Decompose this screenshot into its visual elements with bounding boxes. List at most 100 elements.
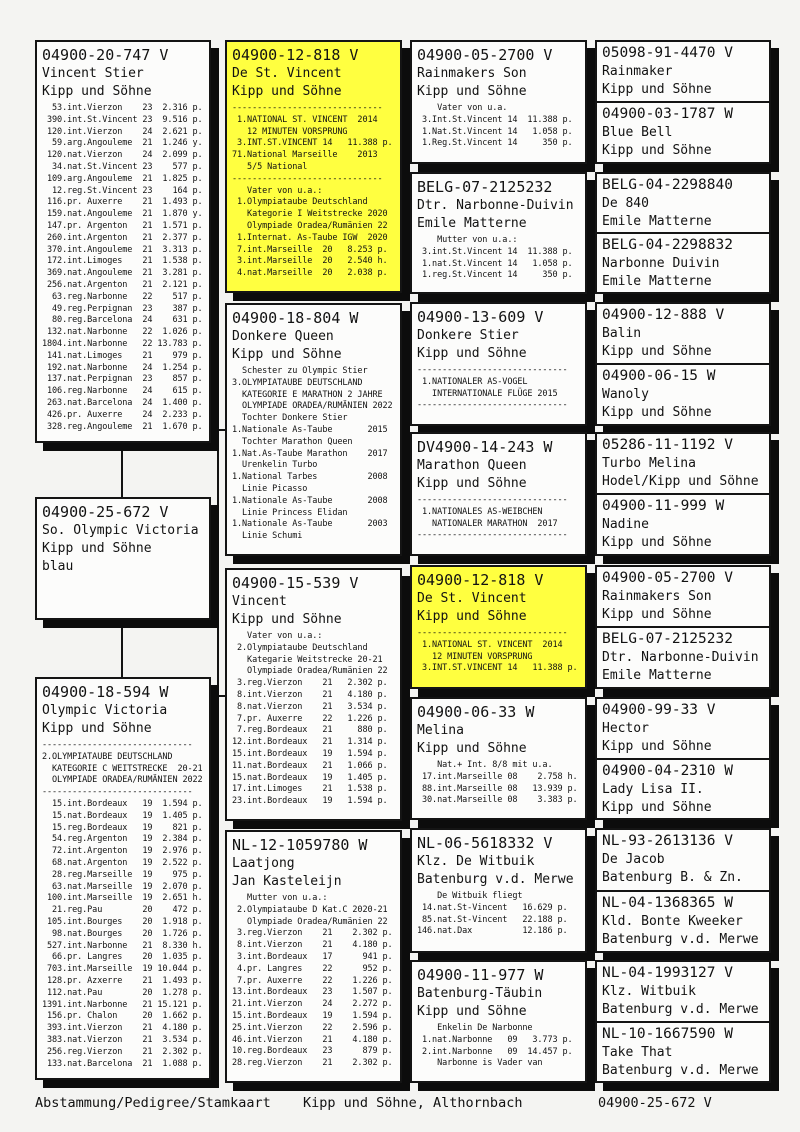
- fancier-name: Kipp und Söhne: [602, 143, 712, 158]
- bird-name: Klz. Witbuik: [602, 984, 696, 999]
- fancier-name: Kipp und Söhne: [602, 607, 712, 622]
- bird-entry: BELG-04-2298832 Narbonne Duivin Emile Ma…: [597, 232, 769, 292]
- fancier-name: Kipp und Söhne: [232, 612, 342, 627]
- bird-name: Olympic Victoria: [42, 703, 168, 718]
- performance-list: Mutter von u.a.: 2.Olympiataube D Kat.C …: [232, 893, 393, 1069]
- fancier-name: Kipp und Söhne: [42, 721, 152, 736]
- ring-number: NL-06-5618332 V: [417, 834, 553, 852]
- footer-ring: 04900-25-672 V: [598, 1095, 712, 1111]
- ring-number: 05098-91-4470 V: [602, 45, 733, 61]
- performance-list: Vater von u.a.: 2.Olympiataube Deutschla…: [232, 631, 388, 807]
- bird-name: Kld. Bonte Kweeker: [602, 913, 743, 929]
- bird-name: Batenburg-Täubin: [417, 986, 543, 1001]
- bird-name: Nadine: [602, 517, 649, 532]
- bird-name: Rainmakers Son: [417, 66, 527, 81]
- bird-entry: NL-04-1993127 V Klz. Witbuik Batenburg v…: [597, 962, 769, 1021]
- bird-name: De 840: [602, 196, 649, 211]
- bird-name: Donkere Queen: [232, 329, 334, 344]
- ring-number: 04900-06-15 W: [602, 368, 716, 384]
- performance-list: ------------------------------ 2.OLYMPIA…: [42, 740, 203, 1069]
- fancier-name: Kipp und Söhne: [602, 535, 712, 550]
- bird-name: Dtr. Narbonne-Duivin: [417, 198, 574, 213]
- pedigree-box-vincent-stier: 04900-20-747 V Vincent Stier Kipp und Sö…: [35, 40, 211, 443]
- ring-number: NL-04-1993127 V: [602, 965, 733, 981]
- ring-number: BELG-07-2125232: [602, 631, 733, 647]
- fancier-name: Kipp und Söhne: [42, 84, 152, 99]
- pedigree-pair-2: BELG-04-2298840 De 840 Emile Matterne BE…: [595, 172, 771, 294]
- bird-entry: 04900-11-999 W Nadine Kipp und Söhne: [597, 493, 769, 554]
- bird-name: Rainmakers Son: [602, 589, 712, 604]
- bird-name: Lady Lisa II.: [602, 781, 704, 797]
- pedigree-pair-5: 04900-05-2700 V Rainmakers Son Kipp und …: [595, 565, 771, 689]
- ring-number: BELG-07-2125232: [417, 178, 553, 196]
- performance-list: Schester zu Olympic Stier 3.OLYMPIATAUBE…: [232, 366, 393, 542]
- ring-number: 04900-20-747 V: [42, 46, 169, 64]
- performance-list: ------------------------------ 1.NATIONA…: [417, 628, 578, 674]
- fancier-name: Batenburg v.d. Merwe: [602, 931, 759, 947]
- ring-number: 04900-05-2700 V: [417, 46, 553, 64]
- ring-number: NL-93-2613136 V: [602, 833, 733, 849]
- pedigree-box-marathon-queen: DV4900-14-243 W Marathon Queen Kipp und …: [410, 432, 587, 556]
- performance-list: Mutter von u.a.: 3.int.St.Vincent 14 11.…: [422, 235, 573, 281]
- bird-name: Take That: [602, 1044, 673, 1060]
- ring-number: NL-12-1059780 W: [232, 836, 368, 854]
- performance-list: Nat.+ Int. 8/8 mit u.a. 17.int.Marseille…: [422, 760, 578, 806]
- ring-number: 04900-99-33 V: [602, 702, 716, 718]
- performance-list: ------------------------------ 1.NATIONA…: [232, 103, 393, 279]
- bird-entry: 04900-12-888 V Balin Kipp und Söhne: [597, 304, 769, 363]
- ring-number: 04900-12-818 V: [417, 571, 544, 589]
- pedigree-box-subject: 04900-25-672 V So. Olympic Victoria Kipp…: [35, 497, 211, 620]
- fancier-name: Hodel/Kipp und Söhne: [602, 474, 759, 489]
- fancier-name: Kipp und Söhne: [417, 1004, 527, 1019]
- ring-number: 04900-18-804 W: [232, 309, 359, 327]
- fancier-name: Kipp und Söhne: [602, 739, 712, 754]
- performance-list: ------------------------------ 1.NATIONA…: [417, 365, 568, 411]
- footer-title: Abstammung/Pedigree/Stamkaart: [35, 1095, 271, 1111]
- pedigree-box-olympic-victoria: 04900-18-594 W Olympic Victoria Kipp und…: [35, 677, 211, 1080]
- bird-name: Laatjong: [232, 856, 295, 871]
- bird-name: Balin: [602, 326, 642, 341]
- fancier-name: Emile Matterne: [417, 216, 527, 231]
- pedigree-pair-7: NL-93-2613136 V De Jacob Batenburg B. & …: [595, 828, 771, 953]
- fancier-name: Kipp und Söhne: [232, 347, 342, 362]
- fancier-name: Kipp und Söhne: [417, 84, 527, 99]
- fancier-name: Batenburg B. & Zn.: [602, 870, 743, 885]
- performance-list: Enkelin De Narbonne 1.nat.Narbonne 09 3.…: [422, 1023, 573, 1069]
- bird-entry: BELG-07-2125232 Dtr. Narbonne-Duivin Emi…: [597, 626, 769, 687]
- bird-name: Wanoly: [602, 387, 649, 402]
- bird-name: Vincent: [232, 594, 287, 609]
- ring-number: BELG-04-2298832: [602, 237, 733, 253]
- pedigree-box-donkere-queen: 04900-18-804 W Donkere Queen Kipp und Sö…: [225, 303, 402, 556]
- bird-name: Turbo Melina: [602, 456, 696, 471]
- ring-number: DV4900-14-243 W: [417, 438, 553, 456]
- bird-entry: 04900-04-2310 W Lady Lisa II. Kipp und S…: [597, 757, 769, 819]
- bird-name: Rainmaker: [602, 64, 673, 79]
- fancier-name: Batenburg v.d. Merwe: [417, 872, 574, 887]
- bird-name: De Jacob: [602, 852, 665, 867]
- fancier-name: Kipp und Söhne: [417, 346, 527, 361]
- fancier-name: Emile Matterne: [602, 668, 712, 683]
- bird-name: Marathon Queen: [417, 458, 527, 473]
- pedigree-pair-3: 04900-12-888 V Balin Kipp und Söhne 0490…: [595, 302, 771, 426]
- bird-entry: 04900-99-33 V Hector Kipp und Söhne: [597, 699, 769, 758]
- fancier-name: Kipp und Söhne: [602, 344, 712, 359]
- pedigree-box-vincent: 04900-15-539 V Vincent Kipp und Söhne Va…: [225, 568, 402, 821]
- pedigree-box-de-st-vincent: 04900-12-818 V De St. Vincent Kipp und S…: [225, 40, 402, 293]
- ring-number: 04900-05-2700 V: [602, 570, 733, 586]
- pedigree-pair-4: 05286-11-1192 V Turbo Melina Hodel/Kipp …: [595, 432, 771, 556]
- performance-list: De Witbuik fliegt 14.nat.St-Vincent 16.6…: [417, 891, 568, 937]
- ring-number: NL-04-1368365 W: [602, 894, 733, 911]
- ring-number: NL-10-1667590 W: [602, 1025, 733, 1042]
- pedigree-box-donkere-stier: 04900-13-609 V Donkere Stier Kipp und Sö…: [410, 302, 587, 426]
- ring-number: 04900-11-999 W: [602, 498, 725, 514]
- fancier-name: Kipp und Söhne: [42, 541, 152, 556]
- bird-entry: 05098-91-4470 V Rainmaker Kipp und Söhne: [597, 42, 769, 101]
- fancier-name: Kipp und Söhne: [232, 84, 342, 99]
- bird-name: De St. Vincent: [417, 591, 527, 606]
- ring-number: 04900-13-609 V: [417, 308, 544, 326]
- bird-name: Vincent Stier: [42, 66, 144, 81]
- pedigree-pair-1: 05098-91-4470 V Rainmaker Kipp und Söhne…: [595, 40, 771, 164]
- ring-number: 04900-18-594 W: [42, 683, 169, 701]
- bird-name: Hector: [602, 721, 649, 736]
